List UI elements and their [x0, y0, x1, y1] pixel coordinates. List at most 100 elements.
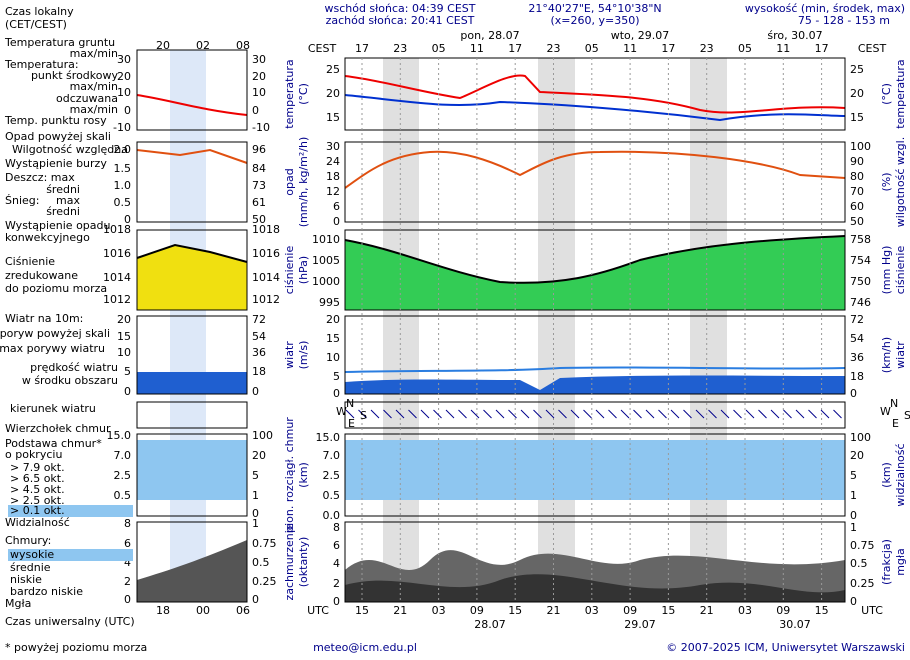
- wind-arrow: [470, 409, 480, 419]
- wind-arrow: [433, 409, 442, 419]
- axis-label: pion. rozciągł. chmur: [283, 417, 296, 533]
- local-hour: 17: [508, 42, 522, 55]
- left-tick: 0.0: [323, 509, 341, 522]
- left-tick: 1010: [312, 233, 340, 246]
- right-tick: 754: [850, 254, 871, 267]
- axis-label: wilgotność wzgl.: [894, 137, 907, 227]
- left-tick: 12: [326, 185, 340, 198]
- legend-item: wysokie: [10, 548, 54, 561]
- right-tick: 80: [850, 170, 864, 183]
- legend-item: średnie: [10, 561, 51, 574]
- right-tick: 1: [850, 489, 857, 502]
- axis-label: (km): [297, 462, 310, 488]
- legend-item: konwekcyjnego: [5, 231, 90, 244]
- axis-label: (°C): [880, 83, 893, 105]
- left-tick: 0: [333, 595, 340, 608]
- right-tick: 0.5: [850, 557, 868, 570]
- right-tick: 100: [850, 431, 871, 444]
- wind-arrow: [833, 409, 842, 419]
- wind-arrow: [408, 409, 417, 419]
- axis-label: (oktanty): [297, 537, 310, 588]
- utc-hour: 03: [738, 604, 752, 617]
- wind-arrow: [545, 409, 555, 419]
- wind-arrow: [608, 409, 617, 419]
- legend-item: zredukowane: [5, 269, 78, 282]
- local-hour: 11: [776, 42, 790, 55]
- legend-item: do poziomu morza: [5, 282, 107, 295]
- right-tick: 0.75: [850, 539, 875, 552]
- mini-right-tick: -10: [252, 121, 270, 134]
- mini-right-tick: 84: [252, 162, 266, 175]
- right-tick: 0: [850, 387, 857, 400]
- mini-hour: 08: [236, 39, 250, 52]
- mini-hour: 20: [156, 39, 170, 52]
- mini-frame: [136, 315, 248, 395]
- cloud-base-bg: [137, 440, 845, 500]
- coords: 21°40'27"E, 54°10'38"N: [528, 2, 661, 15]
- utc-hour: 21: [700, 604, 714, 617]
- axis-label: (m/s): [297, 341, 310, 370]
- local-hour: 23: [700, 42, 714, 55]
- pressure-area: [136, 235, 846, 310]
- mini-left-tick: 1014: [103, 271, 131, 284]
- axis-label: (°C): [297, 83, 310, 105]
- legend-item: o pokryciu: [5, 448, 62, 461]
- day: wto, 29.07: [611, 29, 670, 42]
- compass: S: [904, 409, 910, 422]
- mini-left-tick: 2.5: [114, 469, 132, 482]
- legend-item: max/min: [70, 80, 118, 93]
- legend-item: > 2.5 okt.: [10, 494, 65, 507]
- right-tick: 18: [850, 370, 864, 383]
- axis-label: zachmurzenie: [283, 523, 296, 600]
- axis-label: (km/h): [880, 337, 893, 373]
- left-tick: 2.5: [323, 469, 341, 482]
- right-tick: 20: [850, 87, 864, 100]
- wind-arrow: [633, 409, 642, 419]
- legend-box: [8, 549, 133, 561]
- mini-right-tick: 36: [252, 346, 266, 359]
- mini-right-tick: 0: [252, 593, 259, 606]
- legend-item: Wystąpienie burzy: [5, 157, 107, 170]
- compass: W: [336, 405, 347, 418]
- utc-hour: 03: [585, 604, 599, 617]
- local-hour: 17: [355, 42, 369, 55]
- wind-area: [137, 366, 846, 394]
- axis-label: (%): [880, 172, 893, 191]
- legend-item: odczuwana: [56, 92, 118, 105]
- mini-hour: 06: [236, 604, 250, 617]
- left-tick: 4: [333, 557, 340, 570]
- wind-arrow: [495, 409, 505, 419]
- date: 28.07: [474, 618, 506, 631]
- mini-frame: [136, 141, 248, 223]
- tz-utc: UTC: [861, 604, 883, 617]
- compass: N: [346, 397, 354, 410]
- wind-arrow: [533, 409, 542, 419]
- left-tick: 20: [326, 313, 340, 326]
- axis-label: mgła: [894, 548, 907, 576]
- panel-frame: [344, 401, 846, 429]
- wind-arrow: [708, 409, 717, 419]
- legend-item: max: [56, 194, 80, 207]
- utc-time: Czas uniwersalny (UTC): [5, 615, 135, 628]
- panel-frame: [344, 315, 846, 395]
- wind-arrow: [720, 409, 730, 419]
- local-hour: 05: [738, 42, 752, 55]
- local-time: Czas lokalny: [5, 5, 74, 18]
- left-tick: 6: [333, 200, 340, 213]
- right-tick: 758: [850, 233, 871, 246]
- right-tick: 60: [850, 200, 864, 213]
- mini-right-tick: 96: [252, 143, 266, 156]
- sunrise: wschód słońca: 04:39 CEST: [324, 2, 475, 15]
- local-hour: 05: [432, 42, 446, 55]
- legend-item: Wiatr na 10m:: [5, 312, 83, 325]
- mini-hour: 00: [196, 604, 210, 617]
- axis-label: opad: [283, 168, 296, 195]
- legend-item: Mgła: [5, 597, 31, 610]
- left-tick: 20: [326, 87, 340, 100]
- left-tick: 7.0: [323, 449, 341, 462]
- wind-arrow: [645, 409, 655, 419]
- mini-left-tick: 2: [124, 575, 131, 588]
- legend-item: Podstawa chmur*: [5, 437, 102, 450]
- mini-right-tick: 1018: [252, 223, 280, 236]
